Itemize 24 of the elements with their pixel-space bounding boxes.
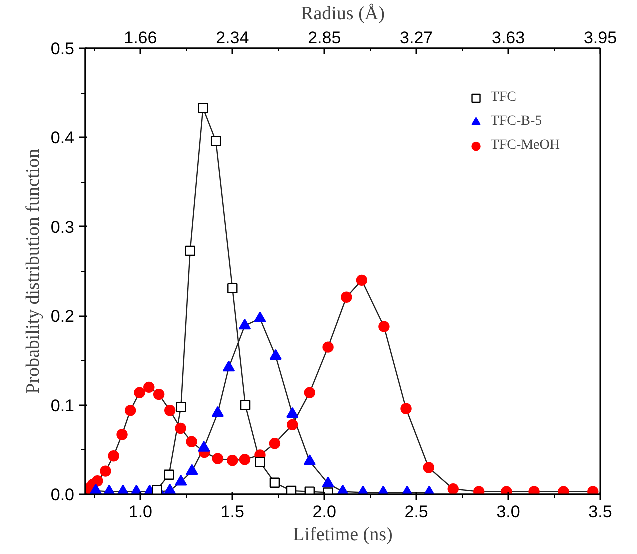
x-tick-label: 1.0 [128,502,153,522]
text: 3.95 [584,28,618,48]
x-axis-title: Lifetime (ns) [293,524,393,546]
x2-axis-title: Radius (Å) [301,4,385,24]
x-tick-label: 2.5 [404,502,428,522]
text: 2.85 [308,28,342,48]
x-tick-label: 3.5 [588,502,612,522]
text: 2.34 [216,28,250,48]
y-tick-label: 0.4 [50,128,75,148]
legend-label: TFC-B-5 [490,114,542,130]
x-tick-label: 3.0 [496,502,520,522]
text: 3.63 [492,28,526,48]
text: 1.66 [124,28,158,48]
legend-label: TFC [490,90,516,106]
y-tick-label: 0.0 [50,486,75,504]
x-tick-label: 1.5 [220,502,244,522]
y-tick-label: 0.2 [50,307,75,326]
text: 3.27 [400,28,434,48]
y-tick-label: 0.3 [50,218,75,237]
y-tick-label: 0.1 [50,396,75,416]
y-axis-title: Probability distribution function [22,148,44,394]
x-tick-label: 2.0 [312,502,336,522]
y-tick-label: 0.5 [50,40,75,58]
legend-label: TFC-MeOH [490,138,560,154]
